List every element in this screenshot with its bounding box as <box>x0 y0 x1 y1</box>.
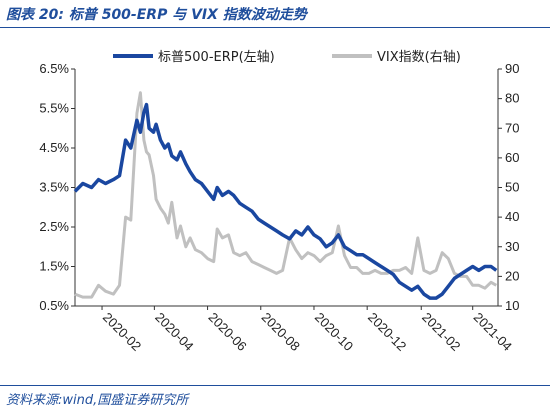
legend-label-vix: VIX指数(右轴) <box>377 50 461 65</box>
left-tick-label: 0.5% <box>39 298 69 313</box>
figure-title: 图表 20: 标普 500-ERP 与 VIX 指数波动走势 <box>6 7 307 23</box>
left-tick-label: 1.5% <box>39 259 69 274</box>
right-tick-label: 50 <box>505 180 519 195</box>
title-rule <box>0 27 550 28</box>
legend-label-erp: 标普500-ERP(左轴) <box>158 50 275 65</box>
x-tick-label: 2020-08 <box>259 310 303 354</box>
vix-series-line <box>74 91 498 299</box>
left-tick-label: 3.5% <box>39 180 69 195</box>
left-tick-label: 4.5% <box>39 140 69 155</box>
right-tick-label: 30 <box>505 239 519 254</box>
source-note: 资料来源:wind,国盛证券研究所 <box>6 393 189 408</box>
x-tick-label: 2020-02 <box>100 310 144 354</box>
right-tick-label: 10 <box>505 298 519 313</box>
right-tick-label: 70 <box>505 120 519 135</box>
right-tick-label: 40 <box>505 209 519 224</box>
right-tick-label: 90 <box>505 61 519 76</box>
x-tick-label: 2020-10 <box>312 310 356 354</box>
x-tick-label: 2020-06 <box>205 310 249 354</box>
left-tick-label: 5.5% <box>39 101 69 116</box>
x-tick-label: 2021-02 <box>419 310 463 354</box>
source-rule <box>0 385 550 386</box>
x-tick-label: 2021-04 <box>471 310 515 354</box>
x-tick-label: 2020-12 <box>365 310 409 354</box>
right-tick-label: 80 <box>505 91 519 106</box>
left-tick-label: 6.5% <box>39 61 69 76</box>
right-tick-label: 60 <box>505 150 519 165</box>
erp-series-line <box>73 102 498 300</box>
x-tick-label: 2020-04 <box>152 310 196 354</box>
right-tick-label: 20 <box>505 268 519 283</box>
left-tick-label: 2.5% <box>39 219 69 234</box>
